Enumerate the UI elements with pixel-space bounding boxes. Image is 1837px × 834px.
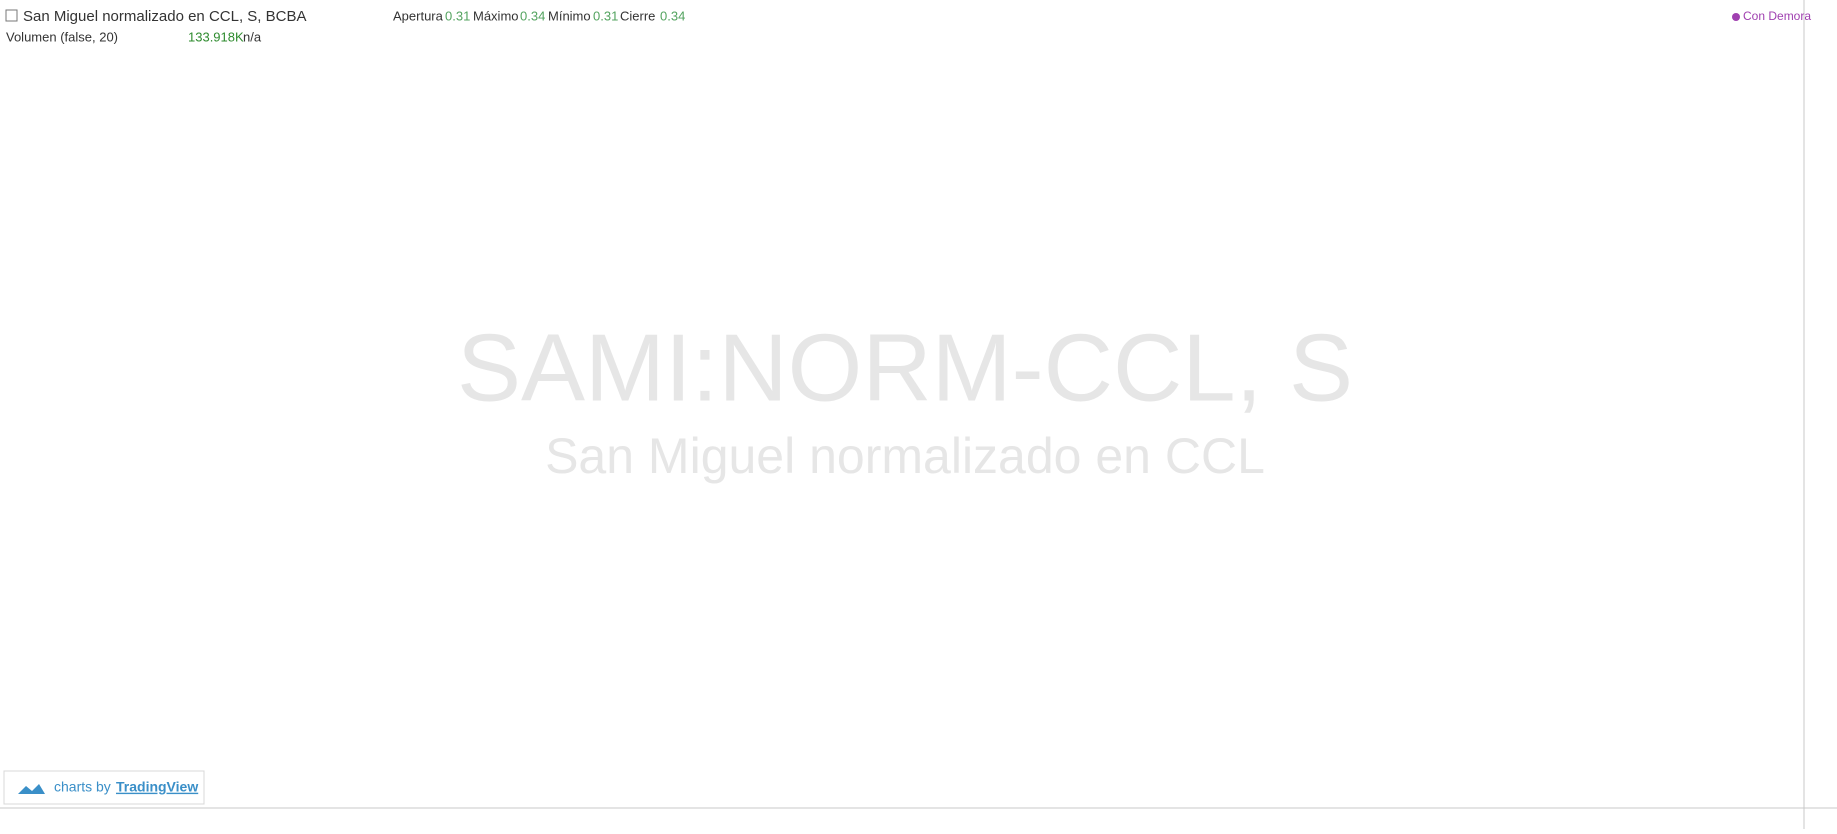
- delay-dot: [1732, 13, 1740, 21]
- close-label: Cierre: [620, 8, 655, 23]
- legend-header: San Miguel normalizado en CCL, S, BCBA A…: [5, 8, 1811, 44]
- high-value: 0.34: [520, 8, 545, 23]
- open-value: 0.31: [445, 8, 470, 23]
- branding-logo: [18, 784, 45, 794]
- watermark-symbol: SAMI:NORM-CCL, S: [457, 314, 1353, 421]
- volume-na: n/a: [243, 29, 262, 44]
- volume-title[interactable]: Volumen (false, 20): [6, 29, 118, 44]
- volume-value: 133.918K: [188, 29, 244, 44]
- close-value: 0.34: [660, 8, 685, 23]
- collapse-button[interactable]: [5, 9, 18, 22]
- branding-link[interactable]: TradingView: [116, 779, 198, 795]
- watermark-name: San Miguel normalizado en CCL: [545, 428, 1265, 484]
- low-label: Mínimo: [548, 8, 591, 23]
- branding-prefix: charts by: [54, 779, 111, 795]
- open-label: Apertura: [393, 8, 444, 23]
- branding[interactable]: charts by TradingView: [3, 770, 205, 805]
- low-value: 0.31: [593, 8, 618, 23]
- watermark: SAMI:NORM-CCL, S San Miguel normalizado …: [457, 314, 1353, 484]
- symbol-title[interactable]: San Miguel normalizado en CCL, S, BCBA: [23, 8, 306, 25]
- delay-label: Con Demora: [1743, 9, 1811, 23]
- high-label: Máximo: [473, 8, 519, 23]
